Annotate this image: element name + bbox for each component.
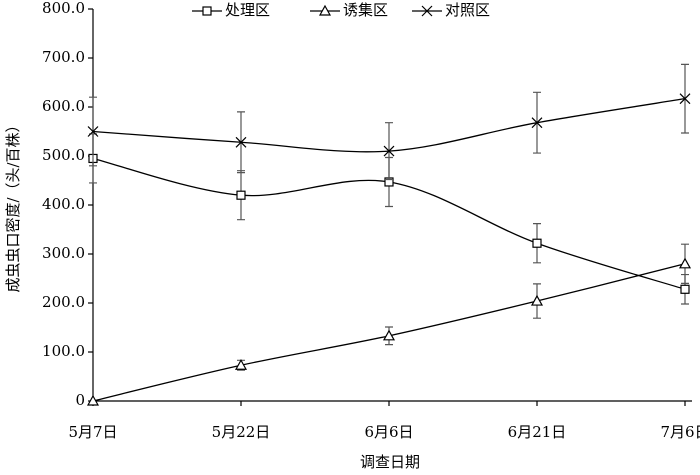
y-tick-label: 200.0: [42, 293, 85, 311]
legend-label: 对照区: [445, 1, 490, 19]
data-point: [680, 284, 690, 294]
data-point: [383, 145, 395, 157]
x-axis-title: 调查日期: [360, 453, 420, 471]
y-tick-label: 800.0: [42, 0, 85, 17]
y-tick-label: 700.0: [42, 48, 85, 66]
y-tick-label: 500.0: [42, 146, 85, 164]
y-tick-label: 100.0: [42, 342, 85, 360]
data-point: [382, 329, 396, 341]
y-tick-label: 400.0: [42, 195, 85, 213]
data-point: [532, 238, 542, 248]
legend-label: 诱集区: [343, 1, 388, 19]
data-point: [531, 117, 543, 129]
data-point: [679, 93, 691, 105]
legend-marker: [421, 5, 433, 17]
x-tick-label: 6月6日: [364, 423, 413, 441]
x-tick-label: 5月7日: [68, 423, 117, 441]
x-tick-label: 5月22日: [212, 423, 271, 441]
legend-marker: [318, 4, 332, 16]
data-point: [236, 190, 246, 200]
data-point: [678, 257, 692, 269]
legend-marker: [202, 6, 212, 16]
y-tick-label: 600.0: [42, 97, 85, 115]
y-axis-title: 成虫虫口密度/（头/百株）: [4, 117, 22, 292]
data-point: [86, 394, 100, 406]
y-tick-label: 300.0: [42, 244, 85, 262]
x-tick-label: 6月21日: [508, 423, 567, 441]
data-point: [87, 126, 99, 137]
data-point: [235, 136, 247, 148]
data-point: [530, 294, 544, 306]
x-tick-label: 7月6日: [660, 423, 700, 441]
data-point: [234, 358, 248, 370]
legend-label: 处理区: [225, 1, 270, 19]
y-tick-label: 0: [75, 391, 85, 409]
